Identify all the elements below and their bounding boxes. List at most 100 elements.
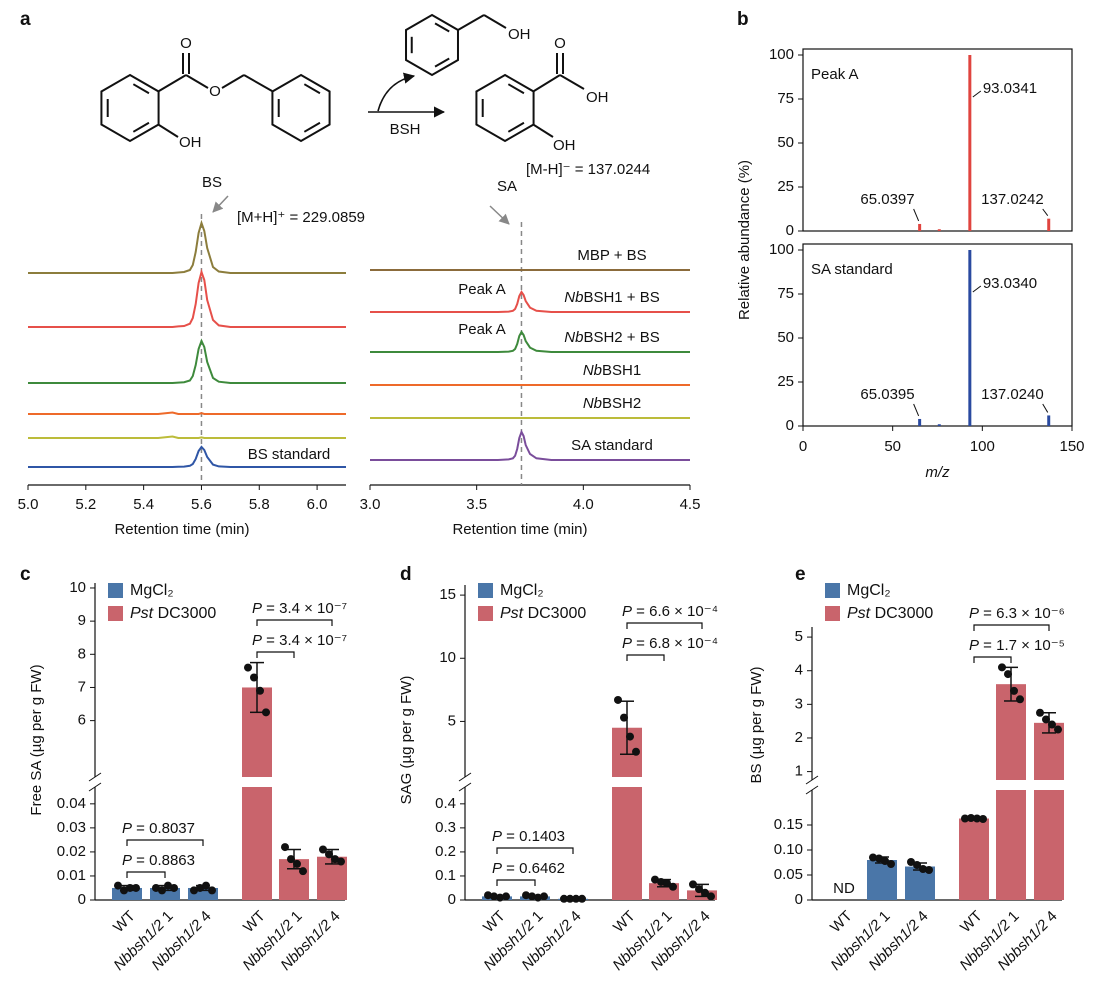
peak-mz-label: 93.0341 <box>983 80 1037 97</box>
axis-break <box>88 782 102 792</box>
p-value: P = 0.8863 <box>122 852 195 869</box>
y-tick-label: 0.4 <box>435 795 456 812</box>
data-point <box>967 814 975 822</box>
legend-swatch <box>108 583 123 598</box>
x-axis-label: Retention time (min) <box>114 521 249 538</box>
trace <box>28 411 346 415</box>
data-point <box>325 850 333 859</box>
data-point <box>319 845 327 854</box>
bond <box>457 14 485 31</box>
panel-label: c <box>20 564 31 585</box>
data-point <box>689 880 697 889</box>
y-tick-label: 0.15 <box>774 816 803 833</box>
atom-label: O <box>209 83 221 100</box>
data-point <box>1048 720 1056 729</box>
data-point <box>120 886 128 895</box>
double-bond <box>507 83 525 95</box>
x-tick-label: WT <box>610 908 639 937</box>
x-tick-label: WT <box>827 908 856 937</box>
trace-label: NbBSH2 <box>583 395 641 412</box>
data-point <box>1004 670 1012 679</box>
x-tick-label: 5.4 <box>133 496 154 513</box>
data-point <box>502 892 510 901</box>
y-tick-label: 0.01 <box>57 867 86 884</box>
axis-break <box>458 782 472 792</box>
peak-mz-label: 137.0240 <box>981 386 1044 403</box>
plot-frame <box>802 243 1073 427</box>
y-tick-label: 1 <box>795 763 803 780</box>
y-tick-label: 75 <box>777 90 794 107</box>
trace <box>28 435 346 439</box>
y-tick-label: 0 <box>448 891 456 908</box>
data-point <box>1042 715 1050 724</box>
bar-lower <box>1034 790 1064 900</box>
italic-part: P <box>969 605 979 622</box>
double-bond <box>303 121 321 133</box>
data-point <box>250 673 258 682</box>
p-value: P = 0.1403 <box>492 828 565 845</box>
trace <box>28 268 346 328</box>
data-point <box>114 881 122 890</box>
leader-line <box>913 208 920 222</box>
y-tick-label: 6 <box>78 712 86 729</box>
p-value: P = 6.8 × 10⁻⁴ <box>622 635 718 652</box>
y-tick-label: 50 <box>777 329 794 346</box>
significance-bracket <box>256 651 295 658</box>
data-point <box>560 894 568 903</box>
data-point <box>484 891 492 900</box>
legend-label: Pst DC3000 <box>130 605 216 622</box>
trace-label: MBP + BS <box>577 247 646 264</box>
legend-swatch <box>478 583 493 598</box>
axis-break <box>88 772 102 782</box>
italic-part: P <box>122 852 132 869</box>
x-tick-label: WT <box>480 908 509 937</box>
italic-part: P <box>252 632 262 649</box>
data-point <box>663 879 671 888</box>
significance-bracket <box>973 624 1050 631</box>
data-point <box>202 881 210 890</box>
y-tick-label: 8 <box>78 645 86 662</box>
axis-break <box>458 772 472 782</box>
value-label: ND <box>833 880 855 897</box>
data-point <box>170 883 178 892</box>
data-point <box>262 708 270 717</box>
data-point <box>651 875 659 884</box>
leader-line <box>1042 403 1049 413</box>
y-tick-label: 0 <box>786 417 794 434</box>
peak-mz-label: 137.0242 <box>981 191 1044 208</box>
bond <box>483 14 507 29</box>
ring <box>271 73 331 143</box>
y-tick-label: 2 <box>795 729 803 746</box>
y-tick-label: 0.02 <box>57 843 86 860</box>
leader-line <box>913 403 920 417</box>
bond <box>559 74 585 90</box>
legend-label: MgCl₂ <box>500 582 544 599</box>
x-tick-label: 5.6 <box>191 496 212 513</box>
bond <box>533 74 561 92</box>
panel-label: a <box>20 9 31 30</box>
bar-lower <box>996 790 1026 900</box>
atom-label: OH <box>553 137 576 154</box>
y-tick-label: 100 <box>769 241 794 258</box>
x-tick-label: 6.0 <box>307 496 328 513</box>
bar-lower <box>242 787 272 900</box>
data-point <box>126 883 134 892</box>
legend-label: Pst DC3000 <box>500 605 586 622</box>
trace <box>370 429 690 461</box>
legend-swatch <box>478 606 493 621</box>
italic-part: Pst <box>847 605 871 622</box>
italic-part: P <box>969 637 979 654</box>
data-point <box>190 886 198 895</box>
data-point <box>919 865 927 873</box>
y-tick-label: 4 <box>795 662 803 679</box>
data-point <box>566 894 574 903</box>
italic-part: Nb <box>564 289 583 306</box>
p-value: P = 6.6 × 10⁻⁴ <box>622 603 718 620</box>
bar-lower <box>612 787 642 900</box>
y-tick-label: 75 <box>777 285 794 302</box>
peak-label: Peak A <box>458 321 506 338</box>
peak-label: Peak A <box>458 281 506 298</box>
pointer-arrow <box>212 195 229 213</box>
x-tick-label: WT <box>110 908 139 937</box>
axis-break <box>805 785 819 795</box>
